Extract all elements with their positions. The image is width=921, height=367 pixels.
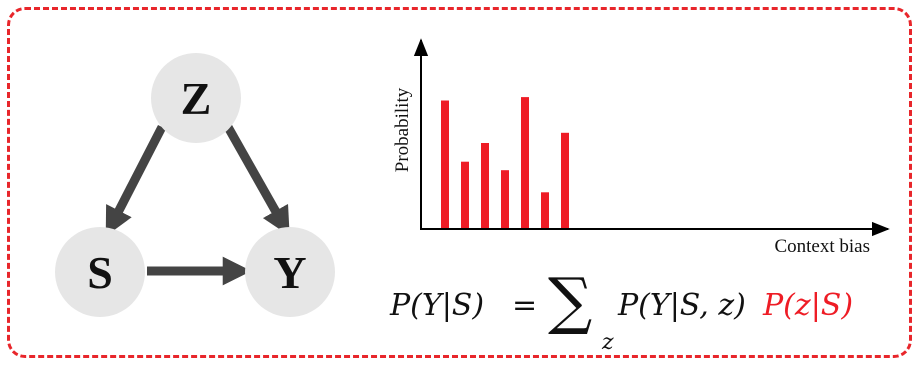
x-axis-label: Context bias [774,236,870,257]
node-s: S [55,227,145,317]
formula-term1: P(Y|S, z) [618,288,746,323]
y-axis-label: Probability [392,87,413,172]
formula-equals: = [512,288,538,323]
formula-subscript: z [602,330,614,355]
bar-1 [441,100,449,228]
svg-text:S: S [87,247,113,298]
svg-text:Z: Z [181,73,212,124]
formula-sigma: ∑ [548,264,593,337]
edge-z-to-s [105,124,167,237]
node-y: Y [245,227,335,317]
bar-2 [461,161,469,228]
bar-5 [521,97,529,228]
svg-text:Y: Y [273,247,306,298]
formula-lhs: P(Y|S) [390,288,485,323]
node-z: Z [151,53,241,143]
bar-4 [501,170,509,228]
bar-7 [561,132,569,228]
bars-group [441,97,569,228]
formula-term2: P(z|S) [763,288,854,323]
edge-z-to-y [224,124,290,237]
bar-6 [541,192,549,228]
bar-3 [481,143,489,228]
dashed-frame [7,7,912,358]
